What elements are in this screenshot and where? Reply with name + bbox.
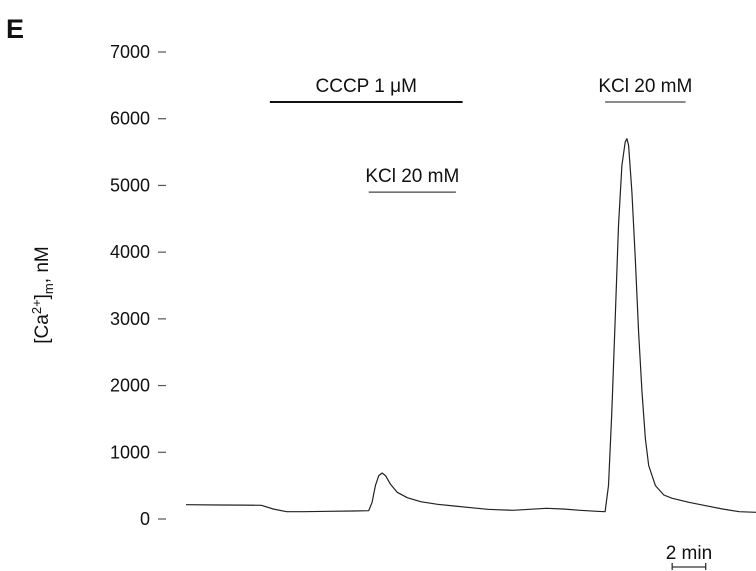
y-tick-label: 3000 xyxy=(110,309,150,329)
treatment-annotations: CCCP 1 μM KCl 20 mM KCl 20 mM xyxy=(269,76,692,193)
y-tick-label: 7000 xyxy=(110,42,150,62)
annotation-label: CCCP 1 μM xyxy=(316,76,417,97)
calcium-trace-line xyxy=(185,138,756,513)
y-tick-label: 0 xyxy=(140,509,150,529)
y-axis-label-superscript: 2+ xyxy=(29,299,44,314)
y-axis: 0 1000 2000 3000 4000 5000 6000 7000 xyxy=(110,42,166,529)
y-axis-label-suffix: , nM xyxy=(32,246,53,283)
y-axis-label-subscript: m xyxy=(41,283,56,294)
y-tick-label: 5000 xyxy=(110,175,150,195)
annotation-label: KCl 20 mM xyxy=(365,166,459,187)
y-tick-label: 4000 xyxy=(110,242,150,262)
y-tick-label: 6000 xyxy=(110,109,150,129)
y-axis-label: [Ca2+]m, nM xyxy=(29,246,56,343)
plot-area xyxy=(185,138,756,513)
y-axis-label-bracket: ] xyxy=(32,294,53,299)
time-scale-bar: 2 min xyxy=(666,543,712,570)
y-tick-label: 1000 xyxy=(110,442,150,462)
scale-bar-label: 2 min xyxy=(666,543,712,564)
y-tick-label: 2000 xyxy=(110,376,150,396)
annotation-label: KCl 20 mM xyxy=(598,76,692,97)
panel-label: E xyxy=(6,14,24,44)
y-axis-label-prefix: [Ca xyxy=(32,314,53,344)
